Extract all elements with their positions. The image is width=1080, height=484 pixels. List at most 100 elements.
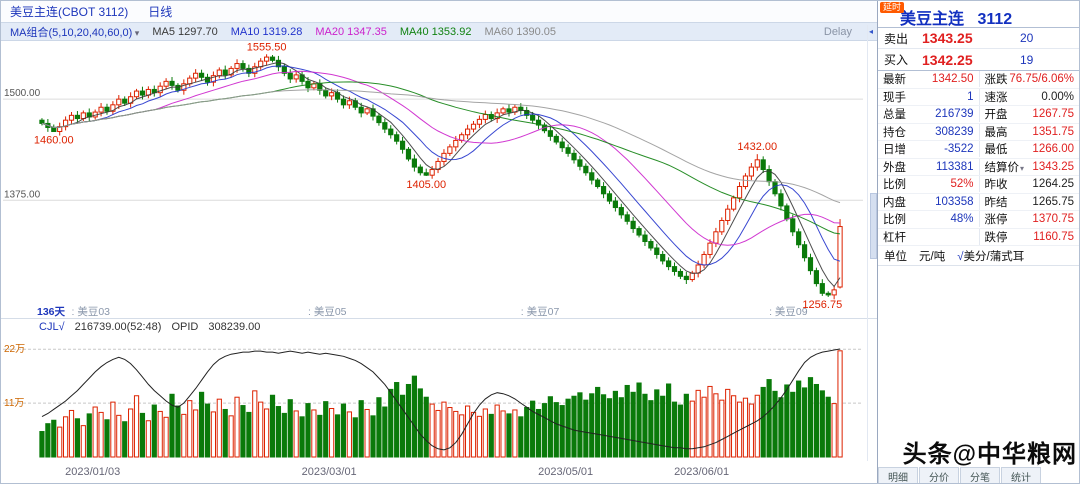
bid-ask-box: 卖出 1343.25 20 买入 1342.25 19 <box>878 28 1079 71</box>
ma-legend-ma10: MA10 1319.28 <box>230 25 303 38</box>
volume-indicator-name[interactable]: CJL√ <box>39 321 65 333</box>
ma-legend-ma60: MA60 1390.05 <box>484 25 557 38</box>
field-label: 涨停 <box>984 214 1008 227</box>
volume-svg[interactable]: 22万 11万 <box>1 335 879 463</box>
quote-row-5: 外盘 113381 结算价▾ 1343.25 <box>878 158 1079 176</box>
ma-settings[interactable]: MA组合(5,10,20,40,60,0) ▾ <box>10 26 140 39</box>
field-label: 持仓 <box>883 126 906 139</box>
field-value: 216739 <box>935 108 974 121</box>
chart-vertical-scrollbar[interactable]: ◂ <box>867 25 878 461</box>
quote-row-8: 比例 48% 涨停 1370.75 <box>878 211 1079 229</box>
field-value: 308239 <box>935 125 974 138</box>
field-value: 1 <box>967 90 974 103</box>
field-value: 1264.25 <box>1032 178 1074 191</box>
svg-text:1460.00: 1460.00 <box>34 135 74 147</box>
field-value: 1267.75 <box>1032 108 1074 121</box>
field-value: -3522 <box>944 143 974 156</box>
quote-row-7: 内盘 103358 昨结 1265.75 <box>878 193 1079 211</box>
x-axis-date-row: 2023/01/03 2023/03/01 2023/05/01 2023/06/01 <box>1 463 879 483</box>
bid-row[interactable]: 买入 1342.25 19 <box>878 49 1079 70</box>
ask-row[interactable]: 卖出 1343.25 20 <box>878 28 1079 49</box>
x-axis-date: 2023/01/03 <box>65 466 121 478</box>
field-value: 48% <box>950 213 974 226</box>
field-label: 杠杆 <box>883 231 906 244</box>
field-label: 日增 <box>883 144 906 157</box>
symbol-title[interactable]: 美豆主连(CBOT 3112) <box>10 5 129 19</box>
unit-yuan-ton[interactable]: 元/吨 <box>919 250 946 263</box>
ma-settings-dropdown-icon[interactable]: ▾ <box>132 27 140 38</box>
field-label: 总量 <box>883 109 906 122</box>
field-value: 52% <box>950 178 974 191</box>
settlement-dropdown-icon[interactable]: ▾ <box>1020 163 1025 173</box>
field-label: 开盘 <box>984 109 1008 122</box>
ma-indicator-bar: MA组合(5,10,20,40,60,0) ▾ MA5 1297.70 MA10 … <box>1 23 879 41</box>
candlestick-svg[interactable]: 1500.00 1375.00 1460.00 1555.50 1405.00 1432.… <box>1 41 879 319</box>
field-value: 1160.75 <box>1033 230 1074 243</box>
volume-chart[interactable]: 22万 11万 <box>1 335 879 463</box>
svg-text:1405.00: 1405.00 <box>406 179 446 191</box>
unit-label: 单位 <box>884 250 907 263</box>
field-value: 76.75/6.06% <box>1009 73 1074 86</box>
quote-row-6: 比例 52% 昨收 1264.25 <box>878 176 1079 194</box>
bid-label: 买入 <box>884 53 909 67</box>
x-axis-date: 2023/06/01 <box>674 466 730 478</box>
svg-text:11万: 11万 <box>4 398 24 409</box>
quote-row-2: 总量 216739 开盘 1267.75 <box>878 106 1079 124</box>
field-label: 比例 <box>883 214 906 227</box>
field-value: 113381 <box>935 160 974 173</box>
quote-row-4: 日增 -3522 最低 1266.00 <box>878 141 1079 159</box>
ask-price: 1343.25 <box>922 30 973 46</box>
unit-check-icon: √ <box>957 250 964 263</box>
field-label: 结算价▾ <box>984 161 1025 174</box>
scrollbar-thumb[interactable] <box>870 193 877 259</box>
watermark: 头条@中华粮网 <box>902 441 1077 468</box>
quote-detail-grid: 最新 1342.50 涨跌 76.75/6.06% 现手 1 速涨 0.00% 总量 216739… <box>878 71 1079 246</box>
field-label: 最新 <box>883 74 906 87</box>
ma-legend-ma5: MA5 1297.70 <box>152 25 218 38</box>
contract-title[interactable]: 美豆主连 <box>900 11 965 28</box>
field-label: 昨收 <box>984 179 1008 192</box>
ma-legend-ma20: MA20 1347.35 <box>315 25 387 38</box>
svg-text:136天: 136天 <box>37 306 66 318</box>
tab-1[interactable]: 分价 <box>919 467 959 483</box>
ma-legend-ma40: MA40 1353.92 <box>399 25 472 38</box>
quote-panel: 延时 美豆主连 3112 卖出 1343.25 20 买入 1342.25 19… <box>877 1 1079 483</box>
field-value: 0.00% <box>1041 90 1074 103</box>
tab-3[interactable]: 统计 <box>1001 467 1041 483</box>
field-label: 速涨 <box>984 91 1008 104</box>
svg-text:1500.00: 1500.00 <box>4 88 41 99</box>
ask-quantity: 20 <box>1020 31 1034 45</box>
field-value: 1265.75 <box>1032 195 1074 208</box>
quote-header: 延时 美豆主连 3112 <box>878 1 1079 28</box>
field-value: 1343.25 <box>1032 160 1074 173</box>
svg-text:1555.50: 1555.50 <box>247 41 287 53</box>
ask-label: 卖出 <box>884 31 909 46</box>
main-candlestick-chart[interactable]: 1500.00 1375.00 1460.00 1555.50 1405.00 1432.… <box>1 41 879 319</box>
scrollbar-arrow-icon[interactable]: ◂ <box>869 27 874 36</box>
tab-0[interactable]: 明细 <box>878 467 918 483</box>
field-label: 涨跌 <box>984 74 1008 87</box>
field-label: 最低 <box>984 144 1008 157</box>
quote-bottom-tabs: 明细 分价 分笔 统计 <box>878 467 1042 483</box>
tab-2[interactable]: 分笔 <box>960 467 1000 483</box>
bid-price: 1342.25 <box>922 51 973 68</box>
delay-badge: 延时 <box>880 2 905 13</box>
period-selector[interactable]: 日线 <box>148 5 173 19</box>
field-value: 1266.00 <box>1032 143 1074 156</box>
svg-text:: 美豆07: : 美豆07 <box>521 305 560 318</box>
volume-indicator-header: CJL√ 216739.00(52:48) OPID 308239.00 <box>1 319 879 335</box>
field-label: 比例 <box>883 179 906 192</box>
field-label: 内盘 <box>883 196 906 209</box>
unit-row: 单位 元/吨 √美分/蒲式耳 <box>878 246 1079 266</box>
quote-row-9: 杠杆 跌停 1160.75 <box>878 228 1079 246</box>
svg-text:1375.00: 1375.00 <box>4 189 41 200</box>
unit-cents-bushel[interactable]: √美分/蒲式耳 <box>957 250 1025 263</box>
volume-value: 216739.00(52:48) <box>74 321 162 333</box>
svg-text:1432.00: 1432.00 <box>737 141 777 153</box>
field-value: 1370.75 <box>1032 213 1074 226</box>
x-axis-date: 2023/03/01 <box>301 466 357 478</box>
field-label: 最高 <box>984 126 1008 139</box>
chart-top-bar: 美豆主连(CBOT 3112) 日线 <box>1 1 879 23</box>
contract-number: 3112 <box>977 11 1013 28</box>
